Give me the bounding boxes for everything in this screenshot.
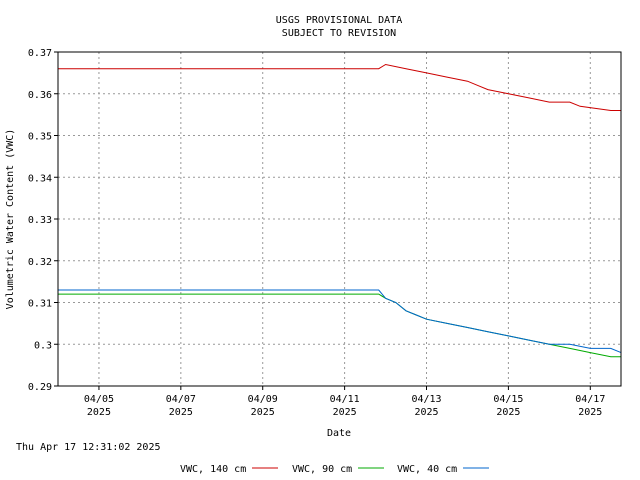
y-tick-label: 0.31 [28,299,52,310]
legend-label: VWC, 40 cm [397,464,457,475]
y-tick-label: 0.29 [28,382,52,393]
x-tick-label: 04/13 [411,394,441,405]
series-layer [58,63,622,358]
y-tick-label: 0.33 [28,215,52,226]
series-line [58,289,622,354]
x-tick-label: 04/11 [330,394,360,405]
y-tick-label: 0.37 [28,48,52,59]
x-tick-label: 04/09 [248,394,278,405]
x-tick-year-label: 2025 [496,407,520,418]
header-line-1: USGS PROVISIONAL DATA [276,15,402,26]
x-axis-label: Date [327,428,351,439]
y-tick-label: 0.34 [28,173,52,184]
series-line [58,293,621,358]
x-tick-label: 04/15 [493,394,523,405]
x-tick-year-label: 2025 [87,407,111,418]
timestamp: Thu Apr 17 12:31:02 2025 [16,442,161,453]
series-line [58,63,621,111]
x-tick-year-label: 2025 [414,407,438,418]
x-tick-year-label: 2025 [333,407,357,418]
y-axis-label: Volumetric Water Content (VWC) [5,129,16,310]
y-tick-label: 0.36 [28,90,52,101]
legend-label: VWC, 140 cm [180,464,246,475]
x-tick-year-label: 2025 [251,407,275,418]
y-tick-label: 0.3 [34,340,52,351]
x-tick-label: 04/07 [166,394,196,405]
header-line-2: SUBJECT TO REVISION [282,28,396,39]
y-tick-label: 0.32 [28,257,52,268]
x-tick-label: 04/05 [84,394,114,405]
y-axis: 0.29 0.3 0.31 0.32 0.33 0.34 0.35 0.36 0.37 [28,48,58,393]
x-tick-year-label: 2025 [578,407,602,418]
x-tick-label: 04/17 [575,394,605,405]
legend: VWC, 140 cm VWC, 90 cm VWC, 40 cm [180,464,489,475]
y-tick-label: 0.35 [28,132,52,143]
x-tick-year-label: 2025 [169,407,193,418]
x-axis: 04/05 2025 04/07 2025 04/09 2025 04/11 2025 04/1… [84,386,605,418]
grid-lines [58,52,621,386]
legend-label: VWC, 90 cm [292,464,352,475]
